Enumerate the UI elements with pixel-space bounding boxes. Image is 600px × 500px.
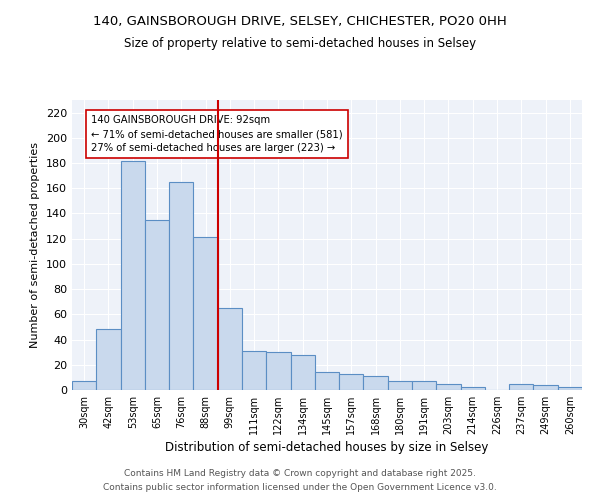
Bar: [145, 220, 169, 390]
Bar: [242, 351, 266, 390]
Bar: [509, 384, 533, 390]
Bar: [266, 352, 290, 390]
Bar: [364, 376, 388, 390]
Text: Contains HM Land Registry data © Crown copyright and database right 2025.: Contains HM Land Registry data © Crown c…: [124, 468, 476, 477]
Bar: [436, 384, 461, 390]
Text: Contains public sector information licensed under the Open Government Licence v3: Contains public sector information licen…: [103, 484, 497, 492]
Bar: [461, 388, 485, 390]
Bar: [169, 182, 193, 390]
Text: Size of property relative to semi-detached houses in Selsey: Size of property relative to semi-detach…: [124, 38, 476, 51]
Bar: [339, 374, 364, 390]
Bar: [96, 330, 121, 390]
Bar: [193, 238, 218, 390]
Bar: [315, 372, 339, 390]
X-axis label: Distribution of semi-detached houses by size in Selsey: Distribution of semi-detached houses by …: [166, 441, 488, 454]
Bar: [121, 160, 145, 390]
Bar: [218, 308, 242, 390]
Bar: [388, 381, 412, 390]
Text: 140 GAINSBOROUGH DRIVE: 92sqm
← 71% of semi-detached houses are smaller (581)
27: 140 GAINSBOROUGH DRIVE: 92sqm ← 71% of s…: [91, 115, 343, 153]
Bar: [290, 354, 315, 390]
Text: 140, GAINSBOROUGH DRIVE, SELSEY, CHICHESTER, PO20 0HH: 140, GAINSBOROUGH DRIVE, SELSEY, CHICHES…: [93, 15, 507, 28]
Bar: [533, 385, 558, 390]
Bar: [72, 381, 96, 390]
Y-axis label: Number of semi-detached properties: Number of semi-detached properties: [31, 142, 40, 348]
Bar: [558, 388, 582, 390]
Bar: [412, 381, 436, 390]
